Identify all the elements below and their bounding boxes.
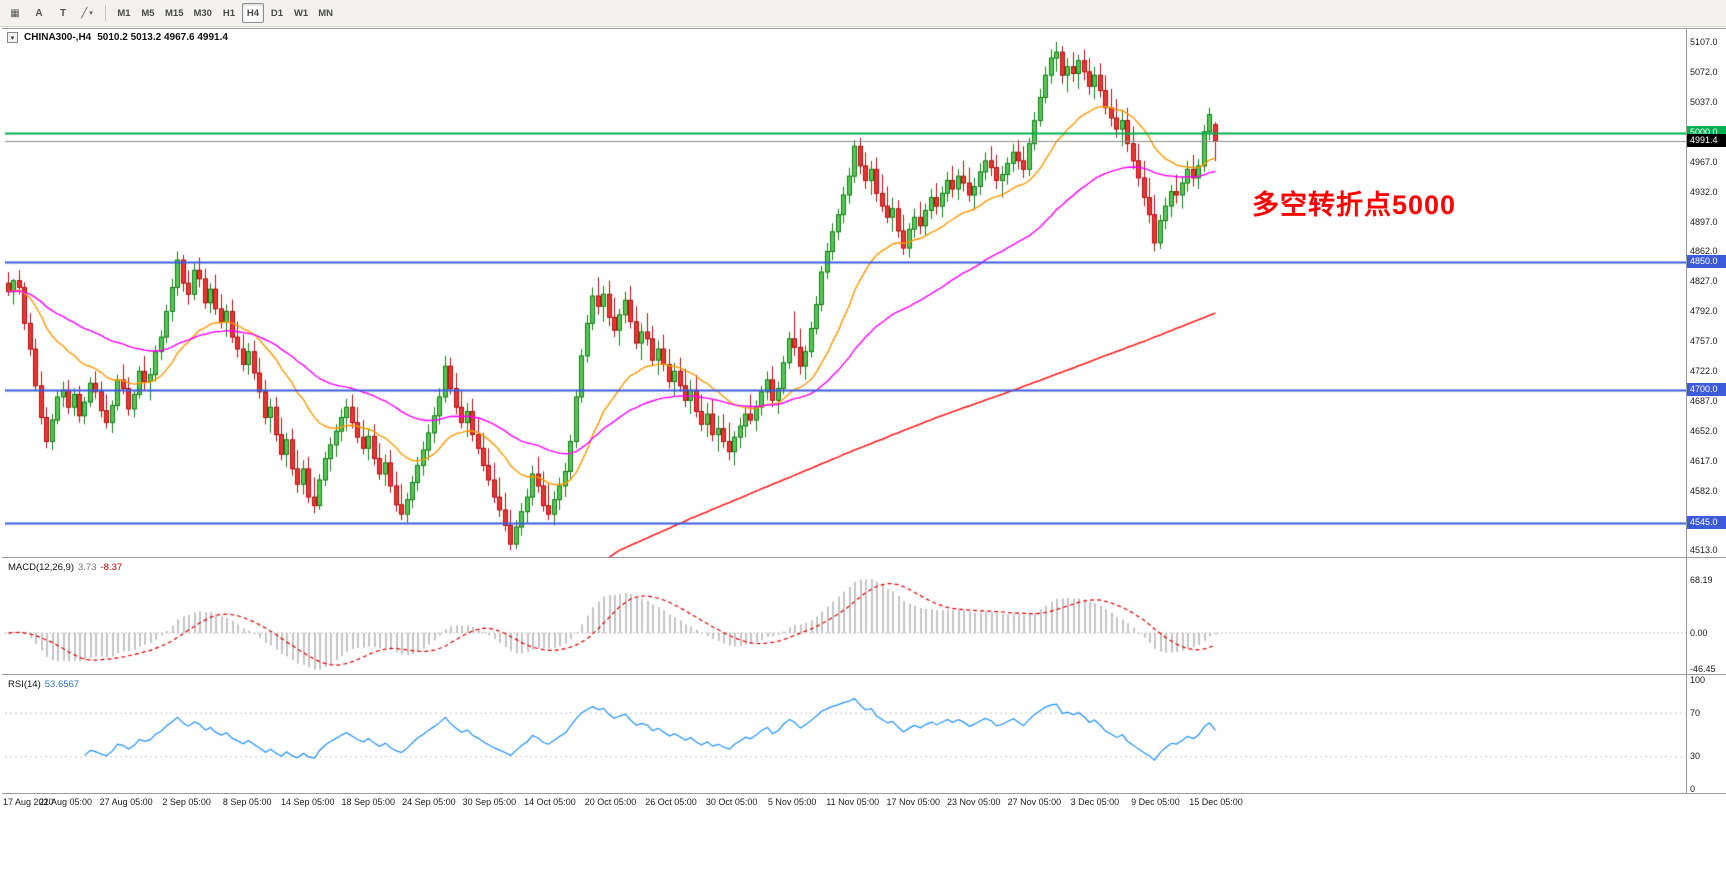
- price-tag: 4991.4: [1687, 133, 1726, 147]
- price-axis-label: 4932.0: [1690, 186, 1718, 197]
- price-axis-label: 5002.0: [1690, 126, 1718, 137]
- timeframe-h4-button[interactable]: H4: [241, 3, 264, 23]
- macd-axis-label: -46.45: [1690, 663, 1716, 674]
- price-axis-border: [1686, 29, 1687, 794]
- chart-symbol-period: CHINA300-,H4: [24, 32, 92, 43]
- price-axis-label: 4547.0: [1690, 516, 1718, 527]
- time-axis-label: 14 Sep 05:00: [280, 797, 335, 807]
- chart-grid-button[interactable]: ▦: [10, 7, 20, 19]
- toolbar: ▦ A T ╱ ▾ M1 M5 M15 M30 H1 H4 D1 W1 MN: [0, 0, 1726, 27]
- drawing-toolbar: ▦ A T ╱ ▾: [3, 3, 99, 23]
- timeframe-m15-button[interactable]: M15: [165, 7, 184, 19]
- time-axis-label: 20 Oct 05:00: [584, 797, 637, 807]
- timeframe-m30-button[interactable]: M30: [193, 7, 212, 19]
- timeframe-w1-button[interactable]: W1: [293, 7, 309, 19]
- pane-splitter-rsi[interactable]: [2, 674, 1726, 675]
- timeframe-h1-button[interactable]: H1: [222, 7, 236, 19]
- time-axis-label: 14 Oct 05:00: [524, 797, 576, 807]
- time-axis-label: 3 Dec 05:00: [1070, 797, 1120, 807]
- price-axis-label: 4617.0: [1690, 456, 1718, 467]
- price-axis-label: 5107.0: [1690, 36, 1718, 47]
- time-axis-label: 2 Sep 05:00: [162, 797, 211, 807]
- timeframe-d1-button[interactable]: D1: [270, 7, 284, 19]
- time-axis-label: 27 Aug 05:00: [99, 797, 153, 807]
- time-axis-label: 24 Sep 05:00: [402, 797, 456, 807]
- time-axis-label: 27 Nov 05:00: [1007, 797, 1062, 807]
- macd-axis-label: 0.00: [1690, 627, 1708, 638]
- time-axis-label: 26 Oct 05:00: [645, 797, 697, 807]
- macd-axis-label: 68.19: [1690, 575, 1713, 586]
- price-axis-label: 4722.0: [1690, 366, 1718, 377]
- rsi-value: 53.6567: [44, 679, 80, 690]
- price-axis-label: 4862.0: [1690, 246, 1718, 257]
- text-label-button[interactable]: A: [35, 7, 43, 19]
- price-axis-label: 4652.0: [1690, 426, 1718, 437]
- price-tag: 4850.0: [1687, 254, 1726, 268]
- timeframe-m5-button[interactable]: M5: [141, 7, 155, 19]
- price-axis-label: 5037.0: [1690, 96, 1718, 107]
- time-axis-label: 30 Oct 05:00: [705, 797, 758, 807]
- time-axis-label: 30 Sep 05:00: [462, 797, 517, 807]
- price-axis-label: 4687.0: [1690, 396, 1718, 407]
- timeframe-mn-button[interactable]: MN: [318, 7, 333, 19]
- time-axis-label: 17 Nov 05:00: [886, 797, 941, 807]
- price-tag: 5000.0: [1687, 126, 1726, 140]
- price-tag: 4545.0: [1687, 515, 1726, 529]
- rsi-canvas[interactable]: [5, 676, 1686, 793]
- macd-main-value: 3.73: [78, 562, 97, 573]
- time-axis-label: 8 Sep 05:00: [222, 797, 272, 807]
- macd-indicator-label: MACD(12,26,9) 3.73 -8.37: [8, 562, 122, 573]
- chart-menu-icon[interactable]: ▾: [7, 32, 18, 43]
- time-axis-label: 15 Dec 05:00: [1189, 797, 1243, 807]
- time-axis-label: 11 Nov 05:00: [826, 797, 880, 807]
- timeframe-toolbar: M1 M5 M15 M30 H1 H4 D1 W1 MN: [112, 3, 338, 23]
- price-axis-label: 4967.0: [1690, 156, 1718, 167]
- toolbar-separator: [105, 5, 106, 21]
- time-axis-label: 23 Nov 05:00: [947, 797, 1001, 807]
- text-tool-button[interactable]: T: [59, 7, 67, 19]
- price-axis-label: 4897.0: [1690, 216, 1718, 227]
- time-axis-label: 5 Nov 05:00: [767, 797, 817, 807]
- chart-border: [2, 28, 1726, 29]
- price-axis-label: 5072.0: [1690, 66, 1718, 77]
- rsi-name: RSI(14): [8, 679, 41, 690]
- time-axis-border: [2, 793, 1726, 794]
- price-axis-label: 4757.0: [1690, 336, 1718, 347]
- rsi-axis-label: 30: [1690, 751, 1701, 762]
- time-axis-label: 9 Dec 05:00: [1131, 797, 1180, 807]
- macd-canvas[interactable]: [5, 559, 1686, 673]
- price-axis-label: 4792.0: [1690, 306, 1718, 317]
- price-tag: 4700.0: [1687, 383, 1726, 397]
- time-axis-label: 21 Aug 05:00: [39, 797, 93, 807]
- main-chart-canvas[interactable]: [5, 29, 1686, 557]
- pane-splitter-macd[interactable]: [2, 557, 1726, 558]
- macd-signal-value: -8.37: [100, 562, 123, 573]
- rsi-axis-label: 70: [1690, 707, 1701, 718]
- rsi-indicator-label: RSI(14) 53.6567: [8, 679, 79, 690]
- price-axis-label: 4582.0: [1690, 486, 1718, 497]
- price-axis-label: 4827.0: [1690, 276, 1718, 287]
- price-axis-label: 4513.0: [1690, 545, 1718, 556]
- time-axis-label: 17 Aug 2020: [3, 797, 54, 807]
- chart-ohlc-values: 5010.2 5013.2 4967.6 4991.4: [97, 32, 228, 43]
- chart-title: ▾ CHINA300-,H4 5010.2 5013.2 4967.6 4991…: [7, 32, 228, 43]
- time-axis-label: 18 Sep 05:00: [341, 797, 396, 807]
- draw-shapes-button[interactable]: ╱ ▾: [81, 7, 93, 19]
- macd-name: MACD(12,26,9): [8, 562, 74, 573]
- timeframe-m1-button[interactable]: M1: [117, 7, 131, 19]
- rsi-axis-label: 100: [1690, 675, 1706, 685]
- price-annotation: 多空转折点5000: [1252, 190, 1457, 220]
- dropdown-caret-icon: ▾: [89, 10, 93, 17]
